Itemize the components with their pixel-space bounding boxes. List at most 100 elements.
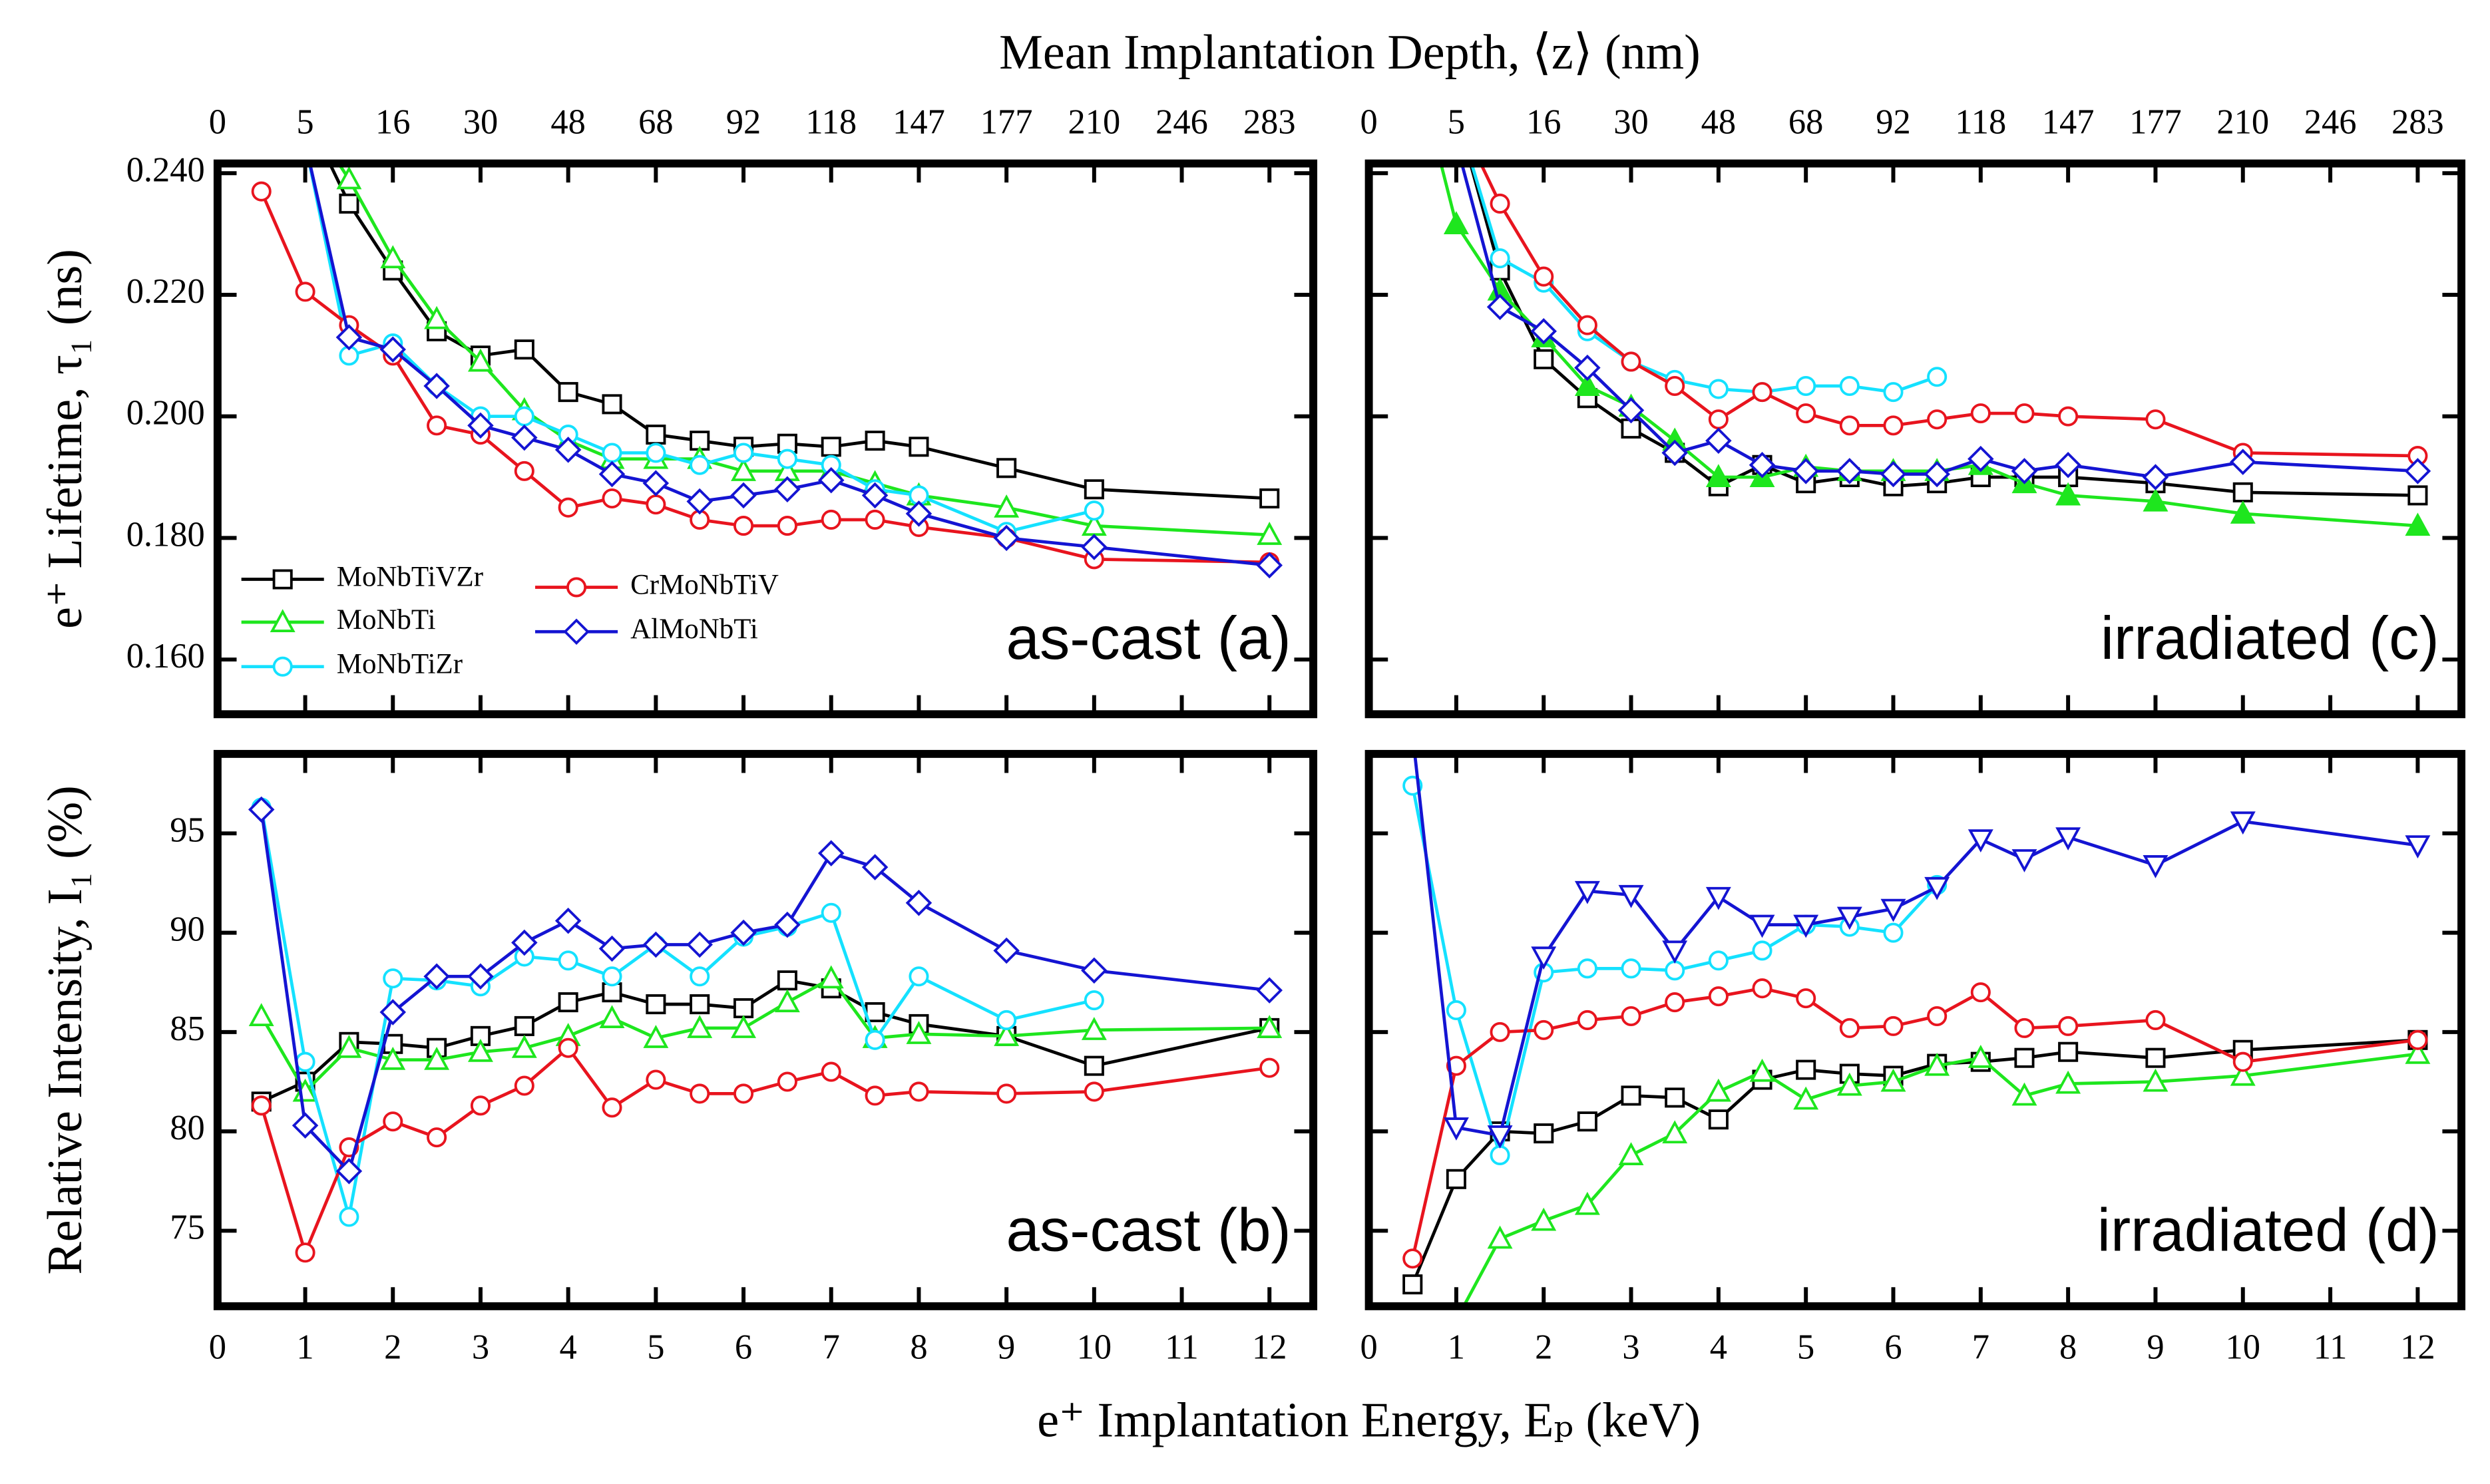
marker xyxy=(1796,375,1816,397)
x2-tick-label: 30 xyxy=(463,102,498,141)
x2-tick-label: 246 xyxy=(1155,102,1208,141)
marker xyxy=(1705,427,1732,454)
marker xyxy=(865,431,885,451)
marker xyxy=(1402,1274,1423,1295)
marker xyxy=(1927,409,1948,430)
marker xyxy=(2407,485,2428,506)
marker xyxy=(1577,1010,1597,1030)
x2-tick-label: 68 xyxy=(1788,102,1823,141)
marker xyxy=(248,796,275,823)
y-tick-label: 0.160 xyxy=(126,637,205,675)
x-tick-label: 3 xyxy=(1622,1328,1639,1367)
x2-tick-label: 16 xyxy=(1526,102,1561,141)
x2-tick-label: 92 xyxy=(726,102,761,141)
marker xyxy=(1574,354,1601,381)
marker xyxy=(1486,293,1514,320)
x-tick-label: 8 xyxy=(910,1328,927,1367)
legend-marker xyxy=(566,577,587,598)
marker xyxy=(558,382,578,403)
marker xyxy=(861,854,889,880)
marker xyxy=(470,1095,491,1116)
marker xyxy=(467,1038,493,1062)
marker xyxy=(1924,461,1950,488)
axes-frame xyxy=(213,749,1318,1310)
marker xyxy=(295,1051,315,1072)
marker xyxy=(777,449,797,469)
x-tick-label: 7 xyxy=(823,1328,840,1367)
marker xyxy=(514,1075,534,1096)
marker xyxy=(1708,409,1729,430)
marker xyxy=(380,245,406,269)
marker xyxy=(1618,884,1644,908)
marker xyxy=(1490,193,1510,214)
x-tick-label: 12 xyxy=(1252,1328,1287,1367)
marker xyxy=(1880,461,1907,488)
marker xyxy=(1970,403,1991,424)
marker xyxy=(602,394,622,415)
x-tick-label: 1 xyxy=(296,1328,313,1367)
marker xyxy=(690,455,710,475)
marker xyxy=(295,281,315,302)
x-tick-label: 10 xyxy=(1077,1328,1112,1367)
marker xyxy=(909,437,929,457)
legend-label: MoNbTi xyxy=(337,604,436,636)
marker xyxy=(996,458,1017,478)
panel-label: as-cast (b) xyxy=(1006,1197,1291,1264)
marker xyxy=(2405,512,2431,536)
marker xyxy=(1705,464,1731,488)
x2-tick-label: 16 xyxy=(375,102,410,141)
marker xyxy=(1256,552,1283,579)
marker xyxy=(2058,1016,2079,1036)
marker xyxy=(646,494,666,515)
marker xyxy=(1793,914,1819,938)
marker xyxy=(1752,978,1772,999)
marker xyxy=(774,476,801,503)
marker xyxy=(467,963,494,990)
marker xyxy=(1662,1120,1688,1144)
marker xyxy=(1621,958,1641,979)
y-tick-label: 0.220 xyxy=(126,272,205,311)
marker xyxy=(1927,1006,1948,1027)
marker xyxy=(2405,1040,2431,1064)
marker xyxy=(339,193,359,214)
marker xyxy=(1793,1086,1819,1110)
marker xyxy=(511,1035,537,1058)
marker xyxy=(1574,1191,1600,1215)
marker xyxy=(731,1015,757,1038)
marker xyxy=(248,1003,274,1027)
x-tick-label: 5 xyxy=(647,1328,664,1367)
x2-tick-label: 177 xyxy=(980,102,1033,141)
x2-tick-label: 283 xyxy=(1243,102,1296,141)
marker xyxy=(2407,1029,2428,1050)
x-tick-label: 9 xyxy=(998,1328,1015,1367)
marker xyxy=(335,1158,363,1185)
marker xyxy=(865,1085,885,1106)
marker xyxy=(514,339,534,360)
marker xyxy=(558,992,578,1013)
marker xyxy=(821,1061,841,1082)
marker xyxy=(1708,950,1729,971)
y-tick-label: 95 xyxy=(170,811,204,849)
x2-tick-label: 118 xyxy=(1955,102,2006,141)
marker xyxy=(335,324,363,351)
marker xyxy=(427,415,447,436)
marker xyxy=(1621,351,1641,372)
marker xyxy=(1259,1057,1280,1078)
marker xyxy=(690,1083,710,1104)
marker xyxy=(733,443,754,463)
marker xyxy=(1880,1068,1906,1092)
x-tick-label: 9 xyxy=(2147,1328,2164,1367)
marker xyxy=(1530,318,1557,345)
marker xyxy=(1577,1111,1597,1132)
marker xyxy=(554,437,582,463)
marker xyxy=(1705,886,1731,910)
marker xyxy=(558,1037,578,1058)
marker xyxy=(1534,1123,1554,1144)
axes-frame xyxy=(213,159,1318,719)
x-tick-label: 11 xyxy=(1165,1328,1199,1367)
marker xyxy=(1839,375,1860,397)
marker xyxy=(1927,367,1948,387)
marker xyxy=(2014,1018,2035,1038)
marker xyxy=(774,911,801,938)
